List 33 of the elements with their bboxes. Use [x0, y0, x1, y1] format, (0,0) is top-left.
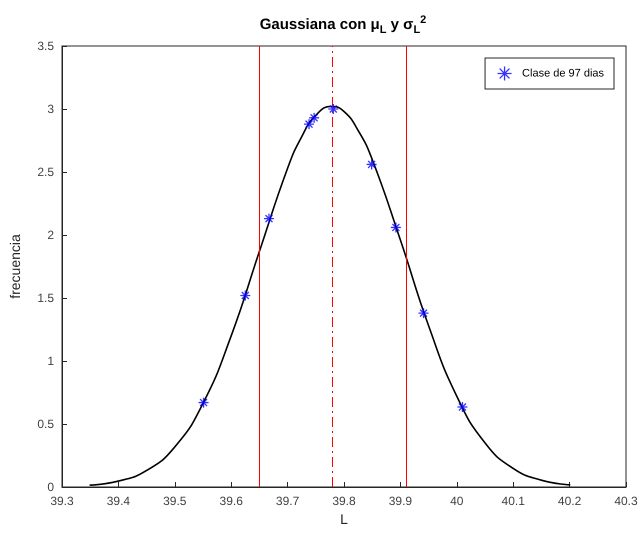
point: [303, 118, 315, 130]
y-tick-label: 1: [47, 354, 54, 368]
point: [198, 396, 210, 408]
point: [456, 401, 468, 413]
x-tick-label: 39.4: [106, 494, 130, 508]
x-tick-label: 39.7: [276, 494, 300, 508]
x-tick-label: 40.1: [502, 494, 526, 508]
point: [308, 112, 320, 124]
line-series: [89, 106, 570, 486]
x-tick-label: 40.3: [614, 494, 638, 508]
legend-label: Clase de 97 dias: [522, 68, 604, 80]
x-tick-label: 39.3: [50, 494, 74, 508]
point: [366, 158, 378, 170]
x-tick-label: 39.8: [332, 494, 356, 508]
y-axis-title: frecuencia: [7, 234, 23, 299]
y-tick-label: 0: [47, 480, 54, 494]
x-tick-label: 40: [450, 494, 464, 508]
x-axis-title: L: [340, 510, 348, 527]
point: [240, 290, 251, 302]
point: [328, 103, 339, 115]
y-tick-label: 0.5: [37, 417, 54, 431]
y-tick-label: 3: [47, 102, 54, 116]
y-tick-label: 2.5: [37, 165, 54, 179]
y-tick-label: 2: [47, 228, 54, 242]
y-tick-label: 1.5: [37, 291, 54, 305]
y-tick-label: 3.5: [37, 39, 54, 53]
point: [390, 222, 402, 234]
x-tick-label: 40.2: [558, 494, 582, 508]
x-tick-label: 39.5: [163, 494, 187, 508]
x-tick-label: 39.6: [220, 494, 244, 508]
point: [263, 212, 275, 224]
x-tick-label: 39.9: [388, 494, 412, 508]
point: [418, 307, 430, 319]
